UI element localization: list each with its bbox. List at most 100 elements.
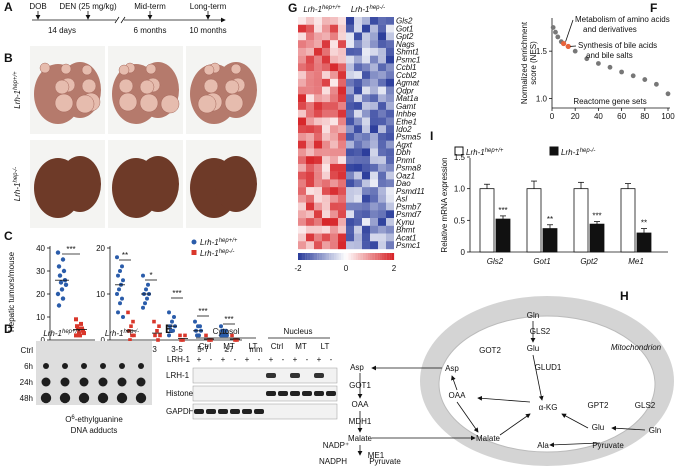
gene-label: Psma8 (396, 164, 421, 173)
pathway-node: OAA (449, 391, 467, 400)
row-label: 6h (24, 362, 33, 371)
blot-band (254, 409, 264, 414)
heatmap-cell (322, 63, 330, 72)
gene-label: Acat1 (395, 233, 416, 242)
heatmap-cell (338, 202, 346, 211)
heatmap-cell (314, 86, 322, 95)
y-tick-label: 0 (461, 248, 466, 257)
heatmap-cell (370, 47, 378, 56)
heatmap-cell (370, 94, 378, 103)
point (555, 34, 561, 40)
y-tick-label: 20 (96, 244, 105, 253)
point (181, 338, 185, 342)
x-tick-label: Me1 (628, 257, 644, 266)
heatmap-cell (322, 148, 330, 157)
x-tick-label: 5-7 (197, 345, 209, 354)
heatmap-cell (370, 117, 378, 126)
colorbar-cell (355, 253, 359, 260)
genotype-label: Lrh-1hep+/+ (303, 5, 341, 14)
heatmap-cell (338, 241, 346, 250)
tumor-nodule (203, 64, 215, 76)
blot-band (302, 391, 312, 396)
heatmap-cell (298, 233, 306, 242)
heatmap-cell (322, 133, 330, 141)
tumor-nodule (139, 79, 155, 95)
heatmap-cell (370, 71, 378, 80)
tumor-nodule (60, 63, 72, 75)
compartment-label: Mitochondrion (611, 343, 662, 352)
y-tick-label: 1.0 (536, 95, 548, 104)
x-axis-label: Reactome gene sets (573, 97, 646, 106)
tumor-nodule (81, 64, 93, 76)
heatmap-cell (298, 133, 306, 141)
blot-dot (41, 377, 51, 387)
genotype-label: Lrh-1hep-/- (561, 148, 595, 157)
blot-dot (40, 392, 52, 404)
heatmap-cell (378, 218, 386, 226)
heatmap-cell (322, 32, 330, 41)
caption-part: 6 (71, 415, 75, 421)
bar (636, 232, 652, 253)
heatmap-cell (314, 140, 322, 149)
point (55, 250, 61, 255)
heatmap-cell (354, 71, 362, 80)
colorbar-cell (358, 253, 361, 260)
treatment-sign: + (293, 355, 298, 364)
heatmap-cell (330, 225, 338, 234)
heatmap-cell (314, 171, 322, 180)
blot-dot (43, 363, 49, 369)
panel-letter: D (4, 322, 13, 336)
heatmap-cell (354, 102, 362, 110)
colorbar-cell (343, 253, 347, 260)
heatmap-cell (346, 133, 354, 141)
genotype-sup: hep+/+ (322, 5, 341, 11)
timeline-event: DOB (29, 2, 46, 11)
point (118, 269, 122, 273)
blot-dot (62, 363, 68, 369)
point (116, 273, 120, 278)
heatmap-cell (330, 17, 338, 25)
point (121, 278, 125, 283)
pathway-node: Asp (350, 363, 364, 372)
heatmap-cell (370, 55, 378, 64)
heatmap-cell (322, 55, 330, 64)
heatmap-cell (298, 109, 306, 118)
liver-lobe (137, 156, 179, 212)
heatmap-cell (322, 179, 330, 188)
colorbar-cell (389, 253, 392, 260)
point (642, 77, 648, 82)
tumor-nodule (75, 94, 95, 114)
heatmap-cell (346, 163, 354, 172)
heatmap-cell (330, 117, 338, 126)
colorbar-cell (305, 253, 308, 260)
heatmap-cell (306, 125, 314, 134)
point (74, 333, 78, 338)
heatmap-cell (370, 241, 378, 250)
heatmap-cell (330, 218, 338, 226)
blot-band (218, 409, 228, 414)
heatmap-cell (314, 187, 322, 196)
heatmap-cell (338, 55, 346, 64)
heatmap-cell (354, 233, 362, 242)
heatmap-cell (306, 163, 314, 172)
significance: *** (224, 315, 233, 324)
heatmap-cell (314, 218, 322, 226)
heatmap-cell (362, 94, 370, 103)
heatmap-cell (298, 32, 306, 41)
point (115, 292, 119, 296)
blot-dot (117, 377, 127, 387)
gene-label: Inhbe (396, 110, 417, 119)
heatmap-cell (370, 102, 378, 110)
heatmap-cell (370, 202, 378, 211)
timeline-event: DEN (25 mg/kg) (59, 2, 117, 11)
heatmap-cell (314, 148, 322, 157)
bar (526, 188, 542, 253)
blot-strip (192, 367, 338, 384)
tumor-nodule (118, 64, 130, 76)
gene-label: Shmt1 (396, 48, 419, 57)
heatmap-cell (370, 187, 378, 196)
heatmap-cell (386, 179, 394, 188)
heatmap-cell (314, 40, 322, 49)
heatmap-cell (386, 102, 394, 110)
heatmap-cell (338, 194, 346, 203)
